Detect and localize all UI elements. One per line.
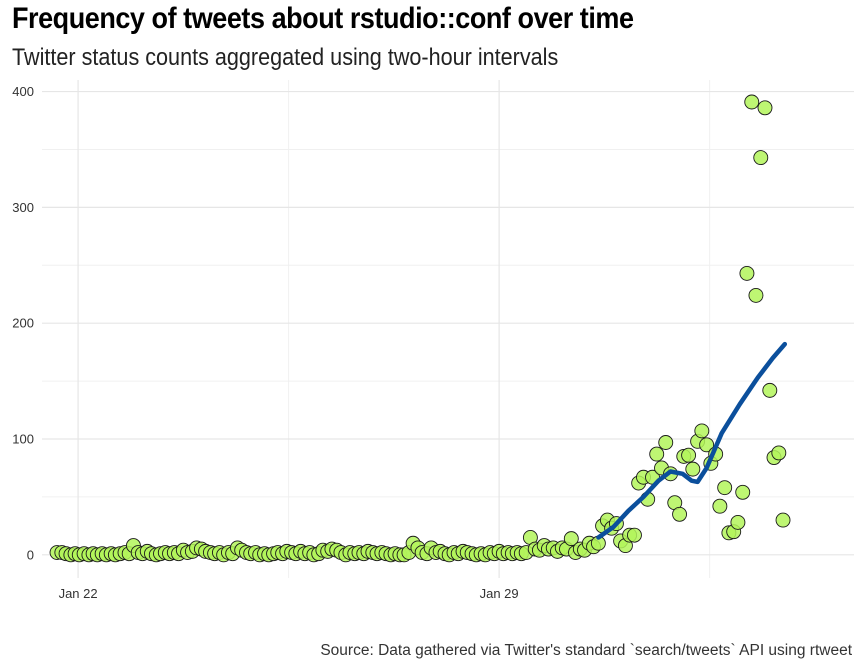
- data-point: [699, 437, 715, 453]
- trend-line-layer: [596, 341, 788, 540]
- y-tick-label: 300: [12, 200, 34, 215]
- data-point: [563, 531, 579, 547]
- data-point: [753, 150, 769, 166]
- data-point: [739, 265, 755, 281]
- data-point: [681, 447, 697, 463]
- y-tick-label: 400: [12, 84, 34, 99]
- data-point: [712, 498, 728, 514]
- data-point: [748, 287, 764, 303]
- trend-line: [596, 341, 788, 540]
- y-axis: 0 100 200 300 400: [12, 84, 34, 562]
- data-point: [658, 435, 674, 450]
- y-tick-label: 0: [27, 547, 34, 562]
- data-point: [757, 100, 773, 116]
- data-point: [735, 484, 751, 500]
- chart-subtitle: Twitter status counts aggregated using t…: [12, 44, 559, 71]
- data-point: [649, 446, 665, 462]
- data-points: [49, 94, 791, 563]
- data-point: [730, 514, 746, 530]
- data-point: [694, 423, 710, 439]
- data-point: [685, 461, 701, 477]
- x-tick-label: Jan 29: [480, 586, 519, 601]
- major-gridlines: [42, 80, 854, 578]
- data-point: [744, 94, 760, 110]
- y-tick-label: 200: [12, 316, 34, 331]
- chart-title: Frequency of tweets about rstudio::conf …: [12, 2, 634, 35]
- data-point: [775, 512, 791, 528]
- data-point: [762, 382, 778, 398]
- data-point: [771, 445, 787, 461]
- x-axis: Jan 22 Jan 29: [59, 586, 519, 601]
- data-point: [627, 527, 642, 543]
- chart-caption: Source: Data gathered via Twitter's stan…: [320, 642, 852, 659]
- minor-gridlines: [42, 80, 854, 578]
- data-point: [672, 506, 688, 522]
- y-tick-label: 100: [12, 432, 34, 447]
- data-point: [717, 480, 733, 496]
- x-tick-label: Jan 22: [59, 586, 98, 601]
